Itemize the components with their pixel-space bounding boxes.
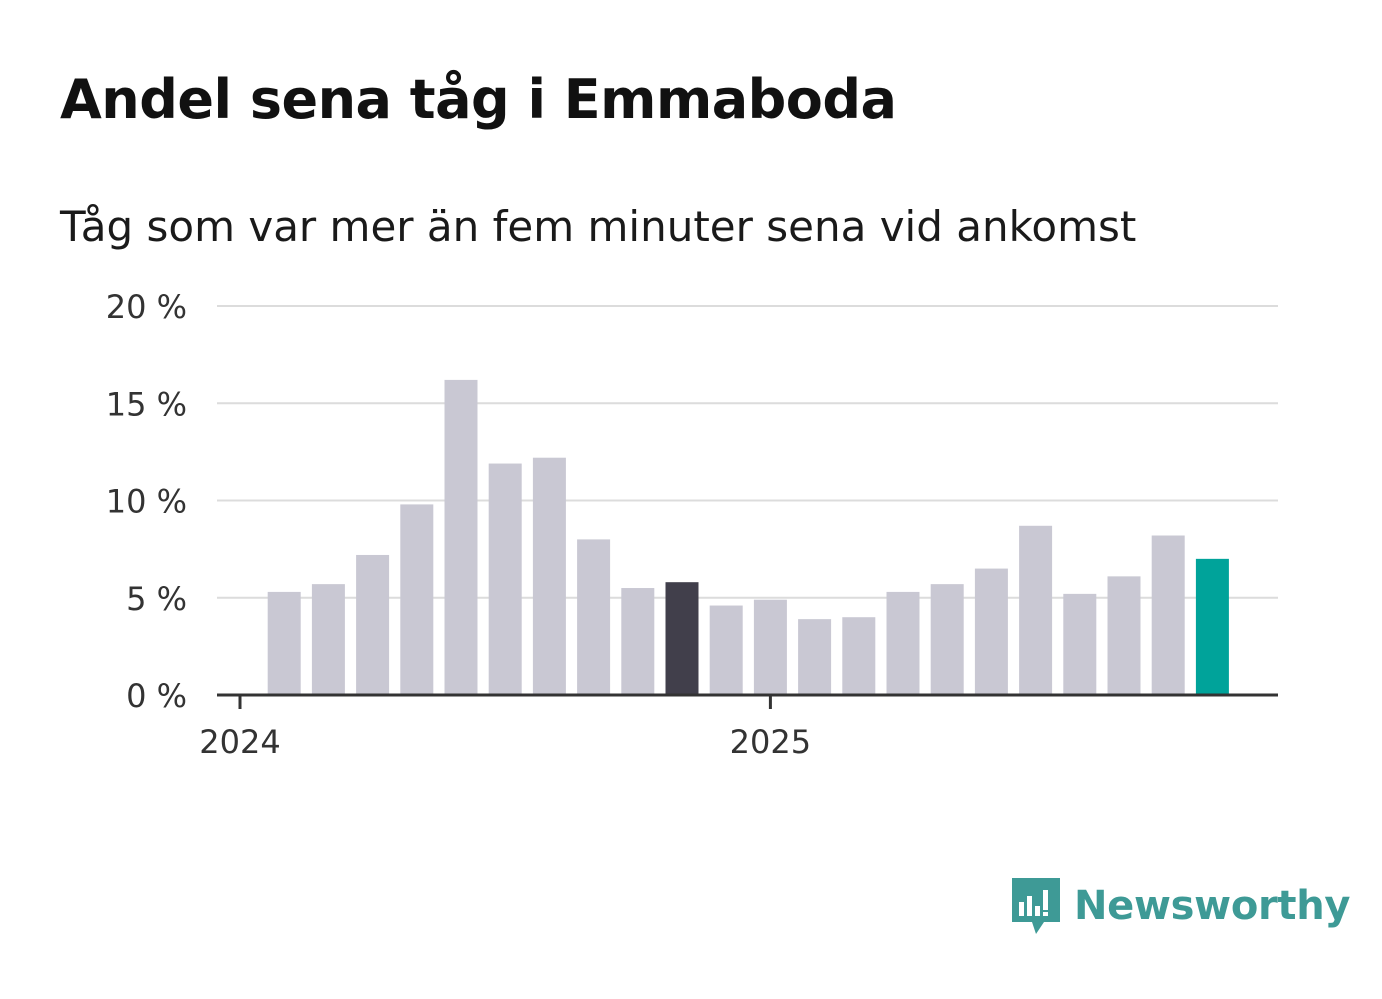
bar-2025-03 (842, 617, 876, 695)
chart-subtitle: Tåg som var mer än fem minuter sena vid … (60, 202, 1137, 251)
y-tick-label-5: 5 % (126, 580, 187, 618)
bar-2025-05 (930, 584, 964, 695)
brand-name: Newsworthy (1074, 883, 1351, 929)
bar-2025-07 (1019, 525, 1053, 695)
brand-logo: Newsworthy (1010, 876, 1351, 936)
bar-2024-08 (532, 457, 566, 695)
bar-2024-02 (267, 591, 301, 695)
bar-2025-04 (886, 591, 920, 695)
newsworthy-logo-icon (1012, 878, 1060, 934)
y-tick-label-10: 10 % (106, 483, 187, 521)
bar-2025-02 (798, 619, 832, 695)
bar-2025-11 (1195, 558, 1229, 695)
bar-2025-09 (1107, 576, 1141, 695)
bar-2025-06 (974, 568, 1008, 695)
bar-2024-10 (621, 588, 655, 695)
y-tick-label-20: 20 % (106, 288, 187, 326)
chart-title: Andel sena tåg i Emmaboda (60, 68, 897, 131)
bar-2024-04 (356, 554, 390, 695)
bar-2024-05 (400, 504, 434, 695)
y-tick-label-15: 15 % (106, 385, 187, 423)
bars (267, 379, 1229, 695)
bar-2024-03 (311, 584, 345, 695)
x-tick-label-2024: 2024 (199, 723, 280, 761)
grid-lines (217, 305, 1278, 599)
bar-2025-01 (753, 599, 787, 695)
bar-2024-11 (665, 582, 699, 695)
x-tick-label-2025: 2025 (730, 723, 811, 761)
bar-2025-08 (1063, 593, 1097, 695)
bar-2024-12 (709, 605, 743, 695)
bar-2024-07 (488, 463, 522, 695)
bar-2024-09 (577, 539, 611, 695)
x-axis-ticks: 2024 2025 (199, 695, 811, 761)
bar-2024-06 (444, 379, 478, 695)
y-axis-ticks: 0 % 5 % 10 % 15 % 20 % (106, 288, 187, 715)
bar-2025-10 (1151, 535, 1185, 695)
y-tick-label-0: 0 % (126, 677, 187, 715)
